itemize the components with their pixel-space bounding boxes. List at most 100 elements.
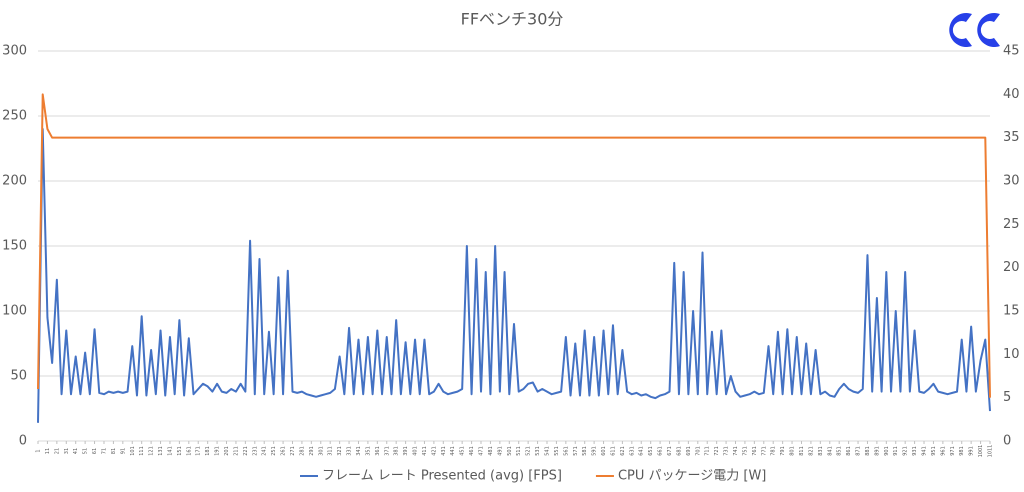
x-tick-label: 681 <box>676 446 682 456</box>
x-tick-label: 31 <box>64 448 70 454</box>
x-tick-label: 551 <box>554 446 560 456</box>
x-tick-label: 21 <box>54 448 60 454</box>
x-tick-label: 741 <box>733 446 739 456</box>
series-line <box>37 93 991 398</box>
x-tick-label: 1011 <box>988 445 994 458</box>
x-tick-label: 451 <box>460 446 466 456</box>
y2-tick-label: 45 <box>1003 44 1020 59</box>
x-tick-label: 231 <box>252 446 258 456</box>
x-tick-label: 761 <box>752 446 758 456</box>
legend-label: CPU パッケージ電力 [W] <box>618 469 766 484</box>
y2-tick-label: 10 <box>1003 347 1020 362</box>
y-tick-label: 300 <box>2 44 27 59</box>
x-tick-label: 571 <box>573 446 579 456</box>
x-tick-label: 651 <box>648 446 654 456</box>
x-tick-label: 891 <box>874 446 880 456</box>
x-tick-label: 211 <box>233 446 239 456</box>
x-tick-label: 461 <box>469 446 475 456</box>
x-tick-label: 781 <box>771 446 777 456</box>
x-tick-label: 881 <box>865 446 871 456</box>
x-tick-label: 871 <box>856 446 862 456</box>
x-tick-label: 531 <box>535 446 541 456</box>
x-tick-label: 391 <box>403 446 409 456</box>
y2-tick-label: 5 <box>1003 390 1011 405</box>
x-tick-label: 171 <box>196 446 202 456</box>
x-tick-label: 381 <box>394 446 400 456</box>
x-tick-label: 831 <box>818 446 824 456</box>
x-tick-label: 331 <box>347 446 353 456</box>
x-tick-label: 591 <box>592 446 598 456</box>
y2-tick-label: 20 <box>1003 260 1020 275</box>
y2-tick-label: 35 <box>1003 130 1020 145</box>
x-tick-label: 521 <box>526 446 532 456</box>
x-tick-label: 641 <box>639 446 645 456</box>
x-tick-label: 251 <box>271 446 277 456</box>
x-tick-label: 481 <box>488 446 494 456</box>
x-tick-label: 311 <box>328 446 334 456</box>
x-tick-label: 711 <box>705 446 711 456</box>
x-tick-label: 291 <box>309 446 315 456</box>
x-tick-label: 581 <box>582 446 588 456</box>
x-tick-label: 141 <box>167 446 173 456</box>
x-tick-label: 261 <box>281 446 287 456</box>
x-tick-label: 791 <box>780 446 786 456</box>
x-tick-label: 841 <box>827 446 833 456</box>
legend-label: フレーム レート Presented (avg) [FPS] <box>322 469 562 484</box>
x-tick-label: 671 <box>667 446 673 456</box>
x-tick-label: 431 <box>441 446 447 456</box>
x-tick-label: 441 <box>450 446 456 456</box>
series-line <box>37 128 991 423</box>
x-tick-label: 281 <box>299 446 305 456</box>
x-tick-label: 701 <box>695 446 701 456</box>
x-tick-label: 771 <box>761 446 767 456</box>
x-tick-label: 51 <box>83 448 89 454</box>
x-tick-label: 371 <box>384 446 390 456</box>
x-tick-label: 491 <box>497 446 503 456</box>
x-tick-label: 101 <box>130 446 136 456</box>
y2-tick-label: 0 <box>1003 434 1011 449</box>
x-tick-label: 511 <box>516 446 522 456</box>
x-tick-label: 11 <box>45 448 51 454</box>
x-tick-label: 341 <box>356 446 362 456</box>
x-tick-label: 221 <box>243 446 249 456</box>
x-tick-label: 971 <box>950 446 956 456</box>
y2-tick-label: 30 <box>1003 174 1020 189</box>
x-tick-label: 41 <box>73 448 79 454</box>
x-tick-label: 951 <box>931 446 937 456</box>
x-tick-label: 501 <box>507 446 513 456</box>
x-tick-label: 721 <box>714 446 720 456</box>
logo <box>949 12 1000 48</box>
x-tick-label: 931 <box>912 446 918 456</box>
y-tick-label: 50 <box>10 369 27 384</box>
x-tick-label: 851 <box>837 446 843 456</box>
x-tick-label: 351 <box>365 446 371 456</box>
x-tick-label: 611 <box>610 446 616 456</box>
y2-tick-label: 25 <box>1003 217 1020 232</box>
x-tick-label: 801 <box>790 446 796 456</box>
x-tick-label: 991 <box>969 446 975 456</box>
x-tick-label: 811 <box>799 446 805 456</box>
x-tick-label: 81 <box>111 448 117 454</box>
x-tick-label: 401 <box>413 446 419 456</box>
x-tick-label: 861 <box>846 446 852 456</box>
x-tick-label: 621 <box>620 446 626 456</box>
x-tick-label: 111 <box>139 446 145 456</box>
x-tick-label: 961 <box>940 446 946 456</box>
x-tick-label: 751 <box>742 446 748 456</box>
x-tick-label: 911 <box>893 446 899 456</box>
y2-tick-label: 40 <box>1003 87 1020 102</box>
y-tick-label: 250 <box>2 109 27 124</box>
chart-title: FFベンチ30分 <box>461 10 564 29</box>
x-tick-label: 151 <box>177 446 183 456</box>
x-tick-label: 901 <box>884 446 890 456</box>
x-tick-label: 61 <box>92 448 98 454</box>
x-tick-label: 1001 <box>978 445 984 458</box>
x-tick-label: 181 <box>205 446 211 456</box>
x-tick-label: 241 <box>262 446 268 456</box>
x-tick-label: 301 <box>318 446 324 456</box>
x-tick-label: 561 <box>563 446 569 456</box>
x-tick-label: 271 <box>290 446 296 456</box>
y-tick-label: 100 <box>2 304 27 319</box>
x-tick-label: 631 <box>629 446 635 456</box>
